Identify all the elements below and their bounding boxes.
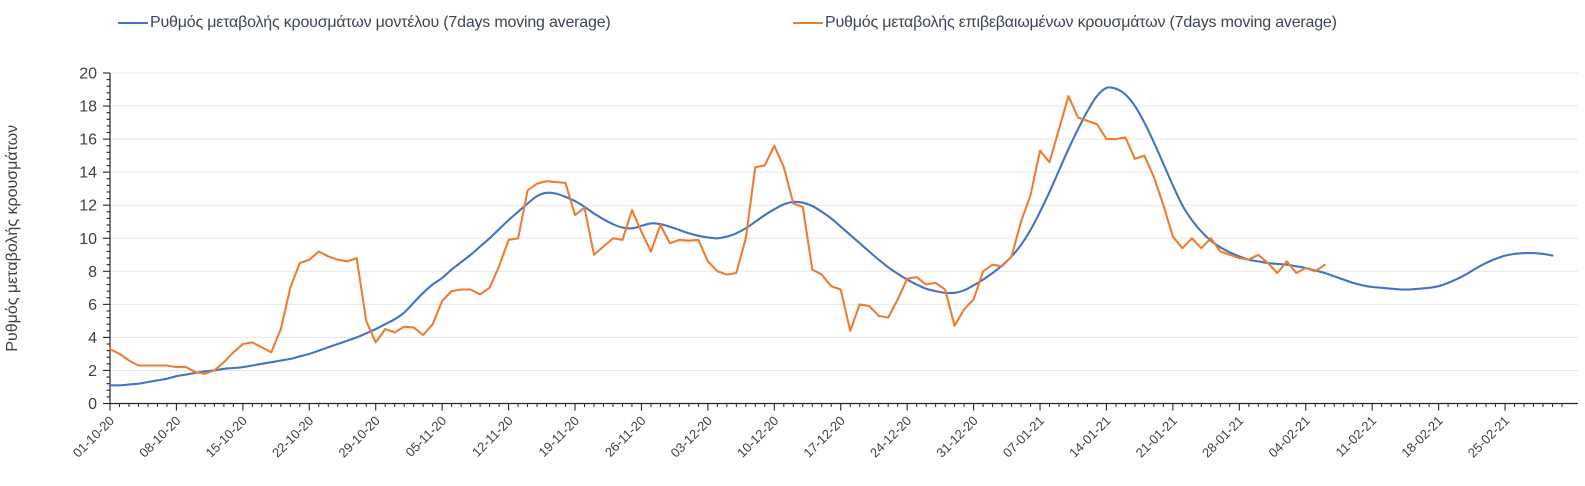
x-tick-label: 01-10-20 — [70, 413, 117, 460]
x-tick-label: 15-10-20 — [203, 413, 250, 460]
x-tick-label: 28-01-21 — [1199, 413, 1246, 460]
x-tick-label: 29-10-20 — [335, 413, 382, 460]
model-series-line-swatch — [118, 21, 148, 25]
y-tick-label: 4 — [88, 330, 97, 347]
x-tick-label: 12-11-20 — [469, 413, 516, 460]
x-tick-label: 05-11-20 — [403, 413, 450, 460]
x-tick-label: 26-11-20 — [602, 413, 649, 460]
x-tick-label: 14-01-21 — [1066, 413, 1113, 460]
x-tick-label: 18-02-21 — [1398, 413, 1445, 460]
x-axis-ticks: 01-10-20 08-10-20 15-10-20 22-10-20 29-10-20… — [70, 403, 1563, 460]
y-tick-label: 10 — [79, 231, 97, 248]
y-axis-title: Ρυθμός μεταβολής κρουσμάτων — [4, 125, 21, 352]
legend-label-model-series: Ρυθμός μεταβολής κρουσμάτων μοντέλου (7d… — [150, 14, 611, 31]
legend-item-confirmed-series[interactable]: Ρυθμός μεταβολής επιβεβαιωμένων κρουσμάτ… — [793, 14, 1337, 32]
x-tick-label: 10-12-20 — [734, 413, 781, 460]
x-tick-label: 25-02-21 — [1465, 413, 1512, 460]
x-tick-label: 08-10-20 — [136, 413, 183, 460]
x-tick-label: 31-12-20 — [933, 413, 980, 460]
chart-legend: Ρυθμός μεταβολής κρουσμάτων μοντέλου (7d… — [0, 0, 1585, 44]
x-tick-label: 22-10-20 — [269, 413, 316, 460]
gridlines — [110, 72, 1578, 371]
x-tick-label: 04-02-21 — [1265, 413, 1312, 460]
x-tick-label: 21-01-21 — [1133, 413, 1180, 460]
y-tick-label: 8 — [88, 264, 97, 281]
y-tick-label: 6 — [88, 297, 97, 314]
y-tick-label: 2 — [88, 363, 97, 380]
x-tick-label: 07-01-21 — [1000, 413, 1047, 460]
x-tick-label: 17-12-20 — [800, 413, 847, 460]
x-tick-label: 03-12-20 — [668, 413, 715, 460]
x-tick-label: 19-11-20 — [535, 413, 582, 460]
model-series-line — [108, 86, 1554, 387]
y-tick-label: 0 — [88, 396, 97, 413]
confirmed-series-line-swatch — [793, 21, 823, 25]
y-tick-label: 18 — [79, 99, 97, 116]
y-tick-label: 20 — [79, 66, 97, 83]
legend-label-confirmed-series: Ρυθμός μεταβολής επιβεβαιωμένων κρουσμάτ… — [825, 14, 1337, 31]
legend-item-model-series[interactable]: Ρυθμός μεταβολής κρουσμάτων μοντέλου (7d… — [118, 14, 611, 32]
y-tick-label: 16 — [79, 132, 97, 149]
x-tick-label: 11-02-21 — [1333, 413, 1380, 460]
confirmed-series-line — [108, 95, 1326, 375]
y-axis-ticks: 0 2 4 6 8 10 12 14 16 18 20 — [79, 66, 110, 413]
x-tick-label: 24-12-20 — [867, 413, 914, 460]
y-tick-label: 12 — [79, 198, 97, 215]
y-tick-label: 14 — [79, 165, 97, 182]
